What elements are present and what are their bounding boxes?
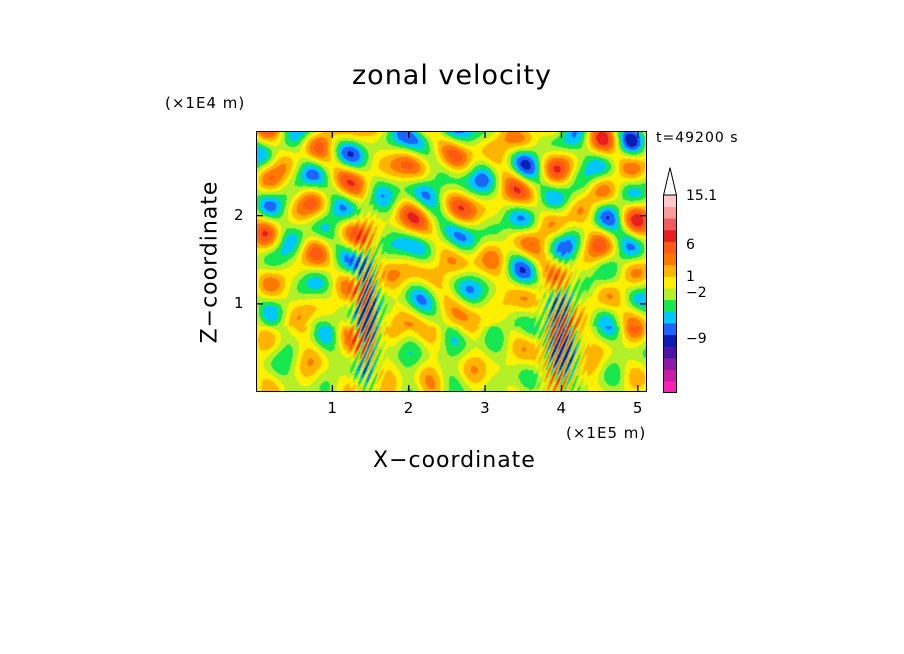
colorbar-level	[663, 299, 677, 312]
colorbar-level	[663, 229, 677, 242]
colorbar-level	[663, 346, 677, 359]
colorbar-tick-label: −2	[686, 285, 707, 301]
colorbar-level	[663, 334, 677, 347]
colorbar-tick-label: 15.1	[686, 188, 718, 204]
x-tick-label: 2	[403, 399, 414, 417]
heatmap-field	[257, 132, 646, 391]
colorbar-level	[663, 218, 677, 231]
colorbar-level	[663, 323, 677, 336]
colorbar-level	[663, 311, 677, 324]
colorbar-level	[663, 241, 677, 254]
colorbar-level	[663, 288, 677, 301]
y-axis-label: Z−coordinate	[197, 180, 223, 344]
x-axis-label: X−coordinate	[373, 448, 536, 473]
y-tick-label: 1	[234, 293, 244, 312]
y-unit-label: (×1E4 m)	[165, 94, 246, 112]
colorbar-frame	[663, 194, 677, 393]
colorbar-level	[663, 381, 677, 393]
colorbar-level	[663, 206, 677, 219]
chart-title: zonal velocity	[352, 60, 552, 91]
x-tick-label: 1	[327, 399, 337, 417]
time-label: t=49200 s	[656, 130, 739, 146]
colorbar-level	[663, 264, 677, 277]
colorbar-level	[663, 195, 677, 207]
heatmap-plot-area	[256, 131, 647, 392]
y-tick-label: 2	[234, 205, 244, 224]
colorbar-level	[663, 253, 677, 266]
colorbar-tick-label: −9	[686, 331, 707, 347]
x-tick-label: 4	[556, 399, 567, 417]
colorbar-level	[663, 276, 677, 289]
colorbar	[663, 167, 677, 393]
colorbar-extend-arrow	[663, 167, 677, 196]
x-tick-label: 5	[632, 399, 643, 417]
colorbar-level	[663, 358, 677, 371]
x-unit-label: (×1E5 m)	[566, 424, 647, 442]
colorbar-tick-label: 1	[686, 269, 695, 285]
colorbar-level	[663, 369, 677, 382]
x-tick-label: 3	[480, 399, 490, 417]
colorbar-tick-label: 6	[686, 237, 695, 253]
